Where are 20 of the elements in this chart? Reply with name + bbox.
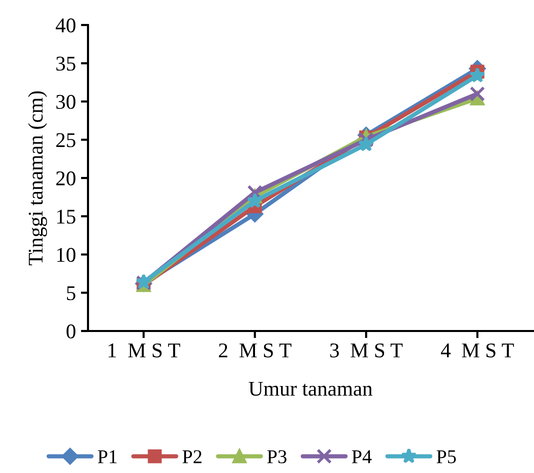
y-tick-label: 10 <box>57 248 76 262</box>
x-axis-title: Umur tanaman <box>248 382 372 396</box>
y-tick-label: 20 <box>56 171 76 186</box>
x-tick-label: 2 M S T <box>218 343 292 358</box>
legend-label: P4 <box>352 450 372 464</box>
y-tick-label: 25 <box>56 133 76 148</box>
y-tick-label: 40 <box>56 18 76 32</box>
y-tick-label: 30 <box>56 94 76 109</box>
legend-label: P2 <box>182 450 202 464</box>
x-tick-label: 3 M S T <box>330 343 403 358</box>
x-tick-label: 4 M S T <box>440 343 514 358</box>
y-tick-label: 5 <box>66 286 76 300</box>
legend-label: P1 <box>98 450 117 464</box>
y-axis-title: Tinggi tanaman (cm) <box>28 91 48 266</box>
y-tick-label: 35 <box>56 56 76 71</box>
y-tick-label: 15 <box>57 210 76 224</box>
legend-label: P3 <box>267 450 286 464</box>
x-tick-label: 1 M S T <box>108 343 180 358</box>
legend-label: P5 <box>436 450 456 464</box>
y-tick-label: 0 <box>66 324 76 338</box>
